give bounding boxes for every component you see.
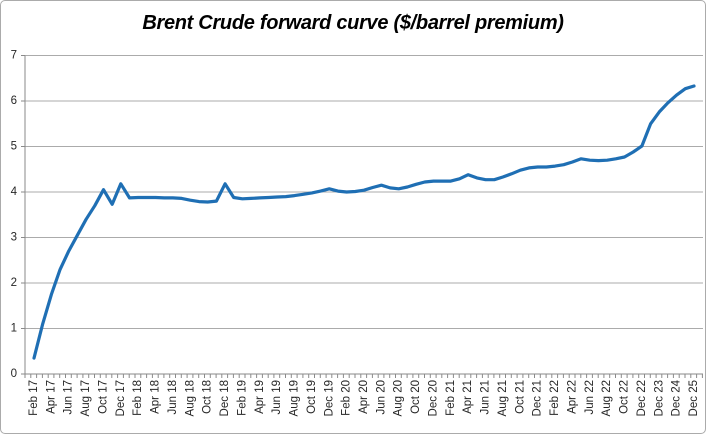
x-tick-label: Oct 17 xyxy=(98,380,110,414)
x-tick-label: Dec 22 xyxy=(636,380,648,416)
x-tick-label: Aug 21 xyxy=(497,380,509,416)
x-tick-label: Aug 18 xyxy=(184,380,196,416)
x-tick-label: Apr 19 xyxy=(254,380,266,414)
y-tick-label: 3 xyxy=(11,232,17,244)
x-tick-label: Dec 24 xyxy=(671,379,683,416)
x-tick-label: Jun 21 xyxy=(480,380,492,415)
y-tick-label: 6 xyxy=(11,95,17,107)
x-tick-label: Apr 17 xyxy=(45,380,57,414)
x-tick-label: Feb 18 xyxy=(132,380,144,416)
x-tick-label: Dec 23 xyxy=(653,380,665,416)
x-tick-label: Oct 18 xyxy=(202,380,214,414)
x-tick-label: Apr 20 xyxy=(358,380,370,414)
x-tick-label: Feb 17 xyxy=(28,380,40,416)
y-tick-label: 4 xyxy=(11,186,18,198)
x-tick-label: Oct 19 xyxy=(306,380,318,414)
x-tick-label: Dec 21 xyxy=(532,380,544,416)
x-tick-label: Oct 22 xyxy=(619,380,631,414)
x-tick-label: Apr 22 xyxy=(566,380,578,414)
x-tick-label: Feb 22 xyxy=(549,380,561,416)
x-tick-label: Apr 18 xyxy=(150,380,162,414)
x-tick-label: Apr 21 xyxy=(462,380,474,414)
y-tick-label: 7 xyxy=(11,50,17,62)
x-tick-label: Dec 17 xyxy=(115,380,127,416)
x-tick-label: Oct 21 xyxy=(514,380,526,414)
y-tick-label: 5 xyxy=(11,141,17,153)
chart-title: Brent Crude forward curve ($/barrel prem… xyxy=(142,12,564,34)
x-tick-label: Dec 20 xyxy=(428,380,440,416)
x-tick-label: Feb 20 xyxy=(341,380,353,416)
x-tick-label: Feb 19 xyxy=(236,380,248,416)
x-tick-label: Jun 19 xyxy=(271,380,283,415)
y-tick-label: 2 xyxy=(11,277,17,289)
y-tick-label: 1 xyxy=(11,323,17,335)
x-tick-label: Jun 18 xyxy=(167,380,179,415)
x-tick-label: Dec 25 xyxy=(688,380,700,416)
series-line xyxy=(32,84,696,360)
x-tick-label: Dec 18 xyxy=(219,380,231,416)
x-tick-label: Dec 19 xyxy=(323,380,335,416)
x-tick-label: Jun 17 xyxy=(63,380,75,415)
x-tick-label: Feb 21 xyxy=(445,380,457,416)
x-tick-label: Jun 20 xyxy=(375,380,387,415)
x-tick-label: Aug 17 xyxy=(80,380,92,416)
x-tick-label: Oct 20 xyxy=(410,380,422,414)
x-tick-label: Aug 19 xyxy=(289,380,301,416)
x-tick-label: Aug 20 xyxy=(393,380,405,416)
y-tick-label: 0 xyxy=(11,368,17,380)
x-tick-label: Aug 22 xyxy=(601,380,613,416)
x-tick-label: Jun 22 xyxy=(584,380,596,415)
